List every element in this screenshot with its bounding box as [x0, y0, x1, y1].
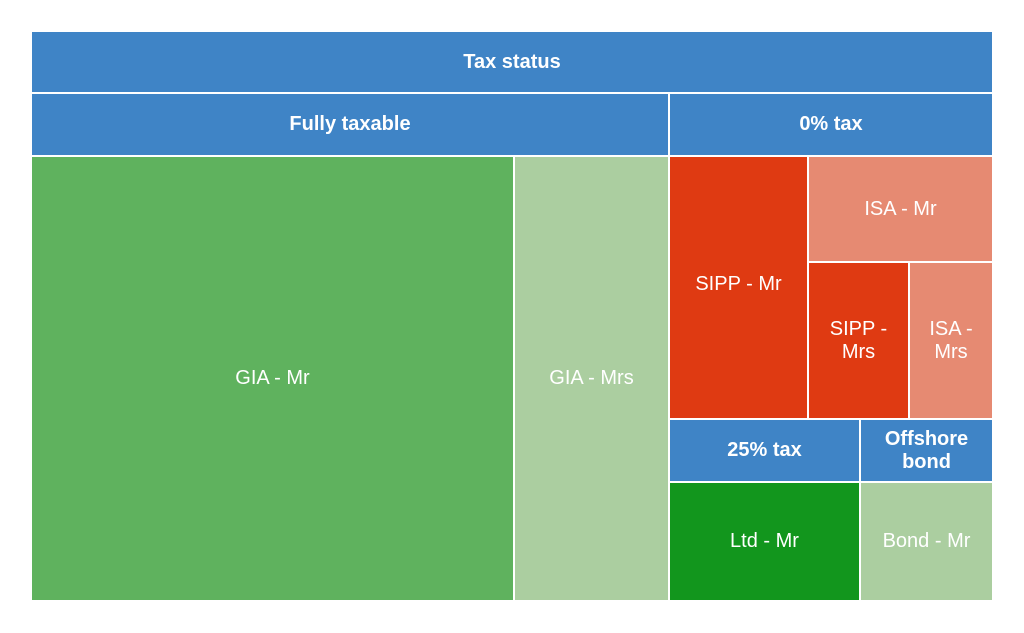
treemap-root-header[interactable]: Tax status — [32, 32, 992, 92]
treemap-group-header[interactable]: Offshore bond — [861, 420, 992, 481]
treemap-leaf-label: SIPP - Mrs — [829, 318, 888, 363]
treemap-group-label: 25% tax — [727, 439, 802, 462]
treemap-leaf[interactable]: Ltd - Mr — [670, 483, 859, 600]
treemap-leaf-label: ISA - Mrs — [929, 318, 973, 363]
treemap-leaf[interactable]: GIA - Mrs — [515, 157, 668, 600]
treemap-leaf-label: Bond - Mr — [882, 530, 971, 553]
treemap-leaf-label: ISA - Mr — [864, 197, 937, 220]
treemap-group-label: 0% tax — [799, 113, 863, 136]
treemap-group-header[interactable]: 25% tax — [670, 420, 859, 481]
treemap-leaf[interactable]: ISA - Mrs — [910, 263, 992, 418]
treemap-group-label: Offshore bond — [884, 428, 969, 473]
treemap-leaf[interactable]: ISA - Mr — [809, 157, 992, 261]
treemap-group-header[interactable]: Fully taxable — [32, 94, 668, 155]
treemap-group-header[interactable]: 0% tax — [670, 94, 992, 155]
treemap-leaf[interactable]: GIA - Mr — [32, 157, 513, 600]
treemap-leaf-label: Ltd - Mr — [730, 530, 799, 553]
treemap-leaf[interactable]: SIPP - Mr — [670, 157, 807, 418]
treemap-group-label: Fully taxable — [289, 113, 411, 136]
treemap-chart: Tax status Fully taxable GIA - Mr GIA - … — [32, 32, 992, 600]
treemap-leaf-label: GIA - Mr — [235, 367, 310, 390]
treemap-leaf[interactable]: SIPP - Mrs — [809, 263, 908, 418]
treemap-leaf-label: GIA - Mrs — [549, 367, 634, 390]
treemap-root-label: Tax status — [463, 50, 561, 73]
treemap-leaf-label: SIPP - Mr — [695, 273, 782, 295]
treemap-leaf[interactable]: Bond - Mr — [861, 483, 992, 600]
